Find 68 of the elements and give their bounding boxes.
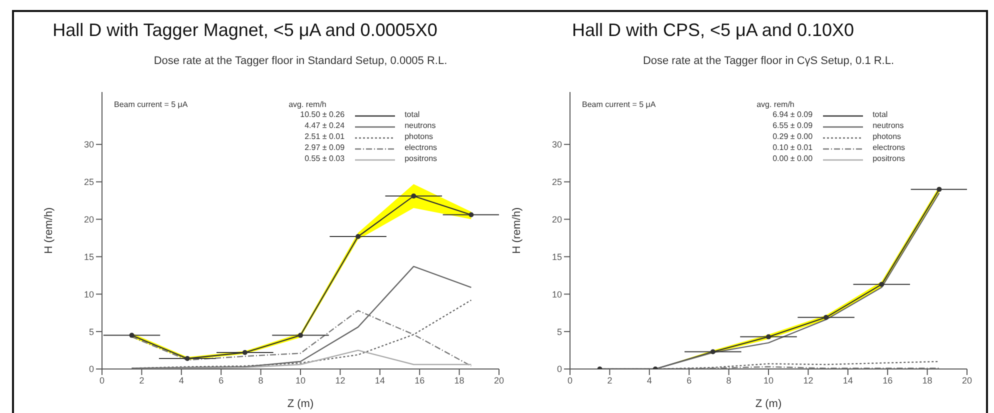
x-tick-label: 2 bbox=[607, 375, 612, 386]
legend-label: electrons bbox=[872, 143, 906, 152]
x-tick-label: 20 bbox=[494, 375, 504, 386]
y-tick-label: 5 bbox=[88, 326, 94, 337]
y-tick-label: 0 bbox=[556, 364, 562, 374]
legend-label: neutrons bbox=[404, 121, 436, 130]
legend-label: positrons bbox=[872, 154, 906, 163]
y-tick-label: 25 bbox=[84, 177, 94, 188]
x-tick-label: 14 bbox=[374, 375, 385, 386]
annotation: 10.50 ± 0.26 bbox=[299, 110, 345, 119]
annotation: 0.55 ± 0.03 bbox=[304, 154, 345, 163]
annotation: 0.29 ± 0.00 bbox=[772, 132, 813, 141]
legend-title: avg. rem/h bbox=[756, 100, 796, 109]
annotation: 0.10 ± 0.01 bbox=[772, 143, 813, 152]
x-tick-label: 0 bbox=[99, 375, 105, 386]
x-tick-label: 8 bbox=[258, 375, 264, 386]
chart-title: Hall D with CPS, <5 μA and 0.10X0 bbox=[570, 20, 856, 41]
x-tick-label: 14 bbox=[842, 375, 853, 386]
x-axis-title: Z (m) bbox=[755, 398, 782, 410]
x-tick-label: 6 bbox=[218, 375, 224, 386]
y-tick-label: 10 bbox=[552, 289, 562, 300]
y-tick-label: 20 bbox=[552, 214, 562, 224]
x-tick-label: 16 bbox=[414, 375, 425, 386]
legend-label: photons bbox=[404, 132, 434, 141]
annotation: 0.00 ± 0.00 bbox=[772, 154, 813, 163]
y-axis-title: H (rem/h) bbox=[42, 207, 55, 254]
y-axis-title: H (rem/h) bbox=[510, 207, 523, 254]
chart-subtitle: Dose rate at the Tagger floor in CγS Setup, 0.1 R.L. bbox=[642, 55, 896, 67]
annotation: 2.97 ± 0.09 bbox=[304, 143, 345, 152]
y-tick-label: 10 bbox=[84, 289, 94, 300]
x-tick-label: 10 bbox=[763, 375, 774, 386]
x-tick-label: 16 bbox=[882, 375, 893, 386]
annotation: 6.94 ± 0.09 bbox=[772, 110, 813, 119]
x-tick-label: 4 bbox=[646, 375, 652, 386]
x-tick-label: 2 bbox=[139, 375, 144, 386]
legend-label: total bbox=[404, 110, 420, 119]
x-tick-label: 18 bbox=[922, 375, 932, 386]
y-tick-label: 5 bbox=[556, 326, 562, 337]
annotation: Beam current = 5 μA bbox=[114, 100, 188, 109]
chart-title: Hall D with Tagger Magnet, <5 μA and 0.0005X0 bbox=[52, 20, 438, 41]
y-tick-label: 15 bbox=[84, 252, 94, 262]
annotation: 6.55 ± 0.09 bbox=[772, 121, 813, 130]
y-tick-label: 15 bbox=[552, 252, 562, 262]
annotation: Beam current = 5 μA bbox=[582, 100, 656, 109]
y-tick-label: 20 bbox=[84, 214, 94, 224]
y-tick-label: 25 bbox=[552, 177, 562, 188]
y-tick-label: 30 bbox=[552, 140, 562, 150]
y-tick-label: 0 bbox=[88, 364, 94, 374]
x-axis-title: Z (m) bbox=[287, 398, 314, 410]
x-tick-label: 8 bbox=[726, 375, 732, 386]
chart-subtitle: Dose rate at the Tagger floor in Standard Setup, 0.0005 R.L. bbox=[152, 55, 448, 67]
legend-label: photons bbox=[872, 132, 902, 141]
x-tick-label: 12 bbox=[335, 375, 346, 386]
legend-label: positrons bbox=[404, 154, 438, 163]
x-tick-label: 4 bbox=[178, 375, 184, 386]
x-tick-label: 12 bbox=[803, 375, 814, 386]
x-tick-label: 6 bbox=[686, 375, 692, 386]
y-tick-label: 30 bbox=[84, 140, 94, 150]
x-tick-label: 10 bbox=[295, 375, 306, 386]
x-tick-label: 18 bbox=[454, 375, 464, 386]
x-tick-label: 20 bbox=[962, 375, 972, 386]
annotation: 2.51 ± 0.01 bbox=[304, 132, 345, 141]
legend-label: electrons bbox=[404, 143, 438, 152]
legend-label: neutrons bbox=[872, 121, 904, 130]
annotation: 4.47 ± 0.24 bbox=[304, 121, 345, 130]
legend-label: total bbox=[872, 110, 888, 119]
legend-title: avg. rem/h bbox=[288, 100, 328, 109]
x-tick-label: 0 bbox=[567, 375, 573, 386]
